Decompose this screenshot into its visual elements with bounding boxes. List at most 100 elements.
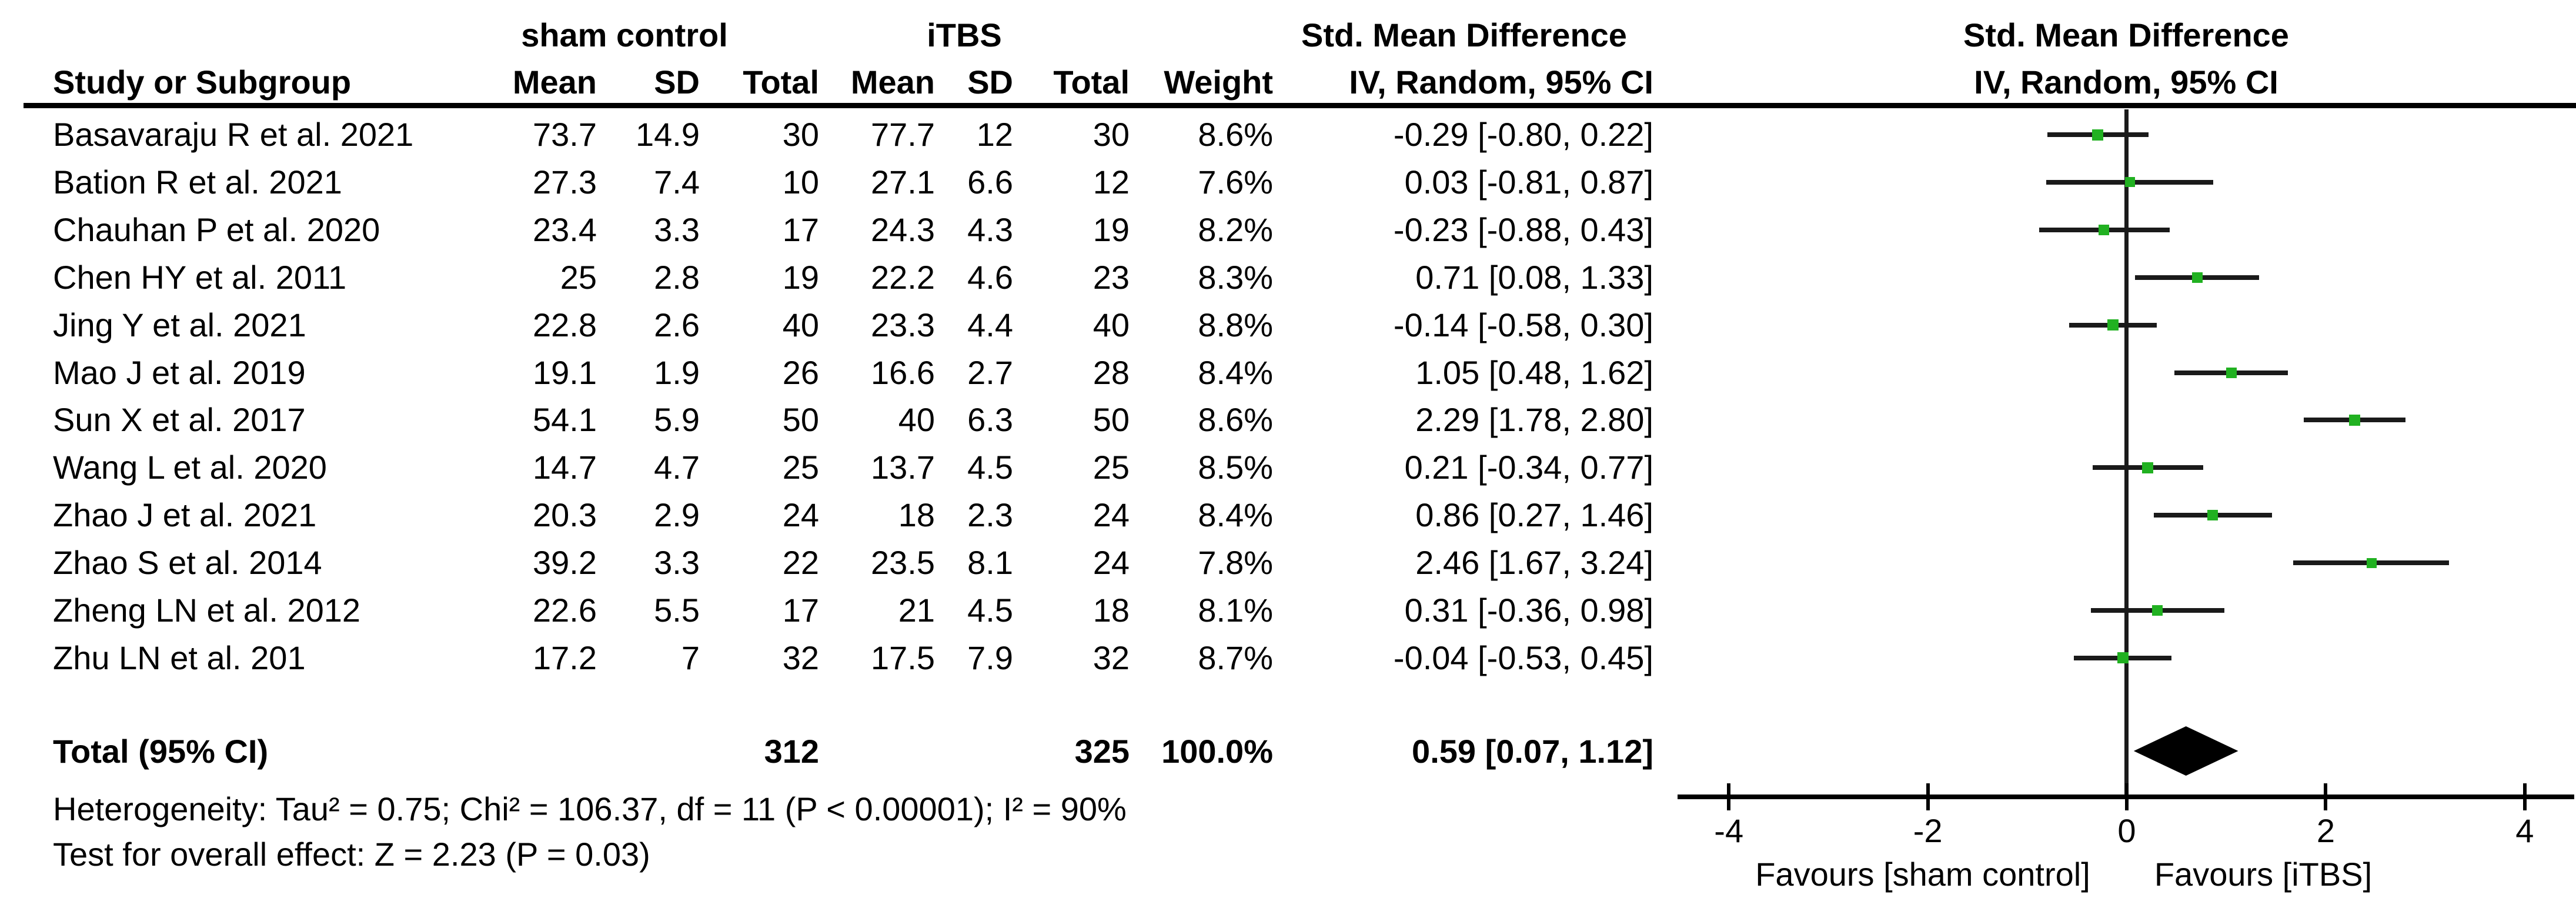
total-sham-value: 10 [782, 163, 819, 201]
total-itbs-value: 24 [1092, 544, 1130, 582]
total-weight: 100.0% [1161, 733, 1273, 770]
total-sham-n: 312 [764, 733, 819, 770]
axis-tick-label: -2 [1913, 812, 1943, 849]
study-label: Wang L et al. 2020 [53, 449, 327, 486]
sd-itbs-value: 12 [976, 116, 1013, 153]
study-label: Basavaraju R et al. 2021 [53, 116, 414, 153]
sd-sham-value: 7 [681, 639, 700, 676]
weight-value: 8.6% [1198, 401, 1273, 439]
total-itbs-value: 23 [1092, 258, 1130, 296]
effect-marker [2226, 367, 2237, 378]
ci-text-value: 0.03 [-0.81, 0.87] [1404, 163, 1653, 201]
sd-sham-value: 4.7 [654, 449, 700, 486]
mean-sham-value: 19.1 [533, 353, 597, 391]
sd-itbs-value: 8.1 [967, 544, 1013, 582]
total-sham-value: 19 [782, 258, 819, 296]
sd-sham-value: 5.9 [654, 401, 700, 439]
mean-itbs-value: 40 [898, 401, 935, 439]
total-itbs-value: 28 [1092, 353, 1130, 391]
weight-value: 8.7% [1198, 639, 1273, 676]
effect-marker [2124, 177, 2135, 188]
group-header-smd-table: Std. Mean Difference [1301, 16, 1627, 54]
total-ci-text: 0.59 [0.07, 1.12] [1412, 733, 1653, 770]
mean-itbs-value: 17.5 [871, 639, 935, 676]
total-row-label: Total (95% CI) [53, 733, 269, 770]
col-header-ci-plot: IV, Random, 95% CI [1974, 64, 2278, 101]
group-header-smd-plot: Std. Mean Difference [1963, 16, 2289, 54]
study-label: Zhao J et al. 2021 [53, 496, 317, 534]
mean-sham-value: 22.6 [533, 592, 597, 629]
mean-itbs-value: 16.6 [871, 353, 935, 391]
group-header-itbs: iTBS [927, 16, 1002, 54]
overall-effect-note: Test for overall effect: Z = 2.23 (P = 0… [53, 836, 650, 873]
mean-itbs-value: 23.3 [871, 306, 935, 343]
total-itbs-value: 32 [1092, 639, 1130, 676]
mean-sham-value: 14.7 [533, 449, 597, 486]
study-label: Chauhan P et al. 2020 [53, 211, 380, 248]
col-header-study: Study or Subgroup [53, 64, 352, 101]
total-itbs-value: 12 [1092, 163, 1130, 201]
mean-sham-value: 54.1 [533, 401, 597, 439]
col-header-mean-sham: Mean [512, 64, 597, 101]
sd-sham-value: 14.9 [636, 116, 700, 153]
heterogeneity-note: Heterogeneity: Tau² = 0.75; Chi² = 106.3… [53, 790, 1127, 827]
ci-text-value: 2.29 [1.78, 2.80] [1415, 401, 1653, 439]
total-itbs-value: 30 [1092, 116, 1130, 153]
axis-tick-label: -4 [1714, 812, 1744, 849]
sd-itbs-value: 4.4 [967, 306, 1013, 343]
mean-itbs-value: 24.3 [871, 211, 935, 248]
total-effect-diamond [2133, 726, 2238, 776]
study-label: Sun X et al. 2017 [53, 401, 306, 439]
col-header-total-itbs: Total [1053, 64, 1130, 101]
sd-itbs-value: 2.7 [967, 353, 1013, 391]
header-rule [24, 103, 2576, 108]
mean-sham-value: 17.2 [533, 639, 597, 676]
total-itbs-value: 40 [1092, 306, 1130, 343]
study-label: Jing Y et al. 2021 [53, 306, 306, 343]
study-label: Zhu LN et al. 201 [53, 639, 306, 676]
mean-sham-value: 73.7 [533, 116, 597, 153]
ci-text-value: 2.46 [1.67, 3.24] [1415, 544, 1653, 582]
mean-itbs-value: 22.2 [871, 258, 935, 296]
axis-tick [2522, 783, 2527, 810]
total-itbs-value: 24 [1092, 496, 1130, 534]
total-itbs-value: 18 [1092, 592, 1130, 629]
ci-text-value: -0.23 [-0.88, 0.43] [1393, 211, 1653, 248]
axis-tick [1727, 783, 1731, 810]
mean-sham-value: 39.2 [533, 544, 597, 582]
mean-sham-value: 25 [560, 258, 597, 296]
ci-text-value: 0.71 [0.08, 1.33] [1415, 258, 1653, 296]
col-header-total-sham: Total [743, 64, 819, 101]
sd-sham-value: 3.3 [654, 211, 700, 248]
mean-sham-value: 27.3 [533, 163, 597, 201]
effect-marker [2366, 558, 2377, 568]
mean-sham-value: 22.8 [533, 306, 597, 343]
effect-marker [2099, 224, 2110, 235]
mean-sham-value: 23.4 [533, 211, 597, 248]
mean-itbs-value: 13.7 [871, 449, 935, 486]
weight-value: 8.4% [1198, 496, 1273, 534]
sd-sham-value: 2.9 [654, 496, 700, 534]
axis-tick-label: 2 [2316, 812, 2335, 849]
col-header-mean-itbs: Mean [850, 64, 935, 101]
sd-itbs-value: 7.9 [967, 639, 1013, 676]
axis-tick [2125, 783, 2129, 810]
study-label: Chen HY et al. 2011 [53, 258, 347, 296]
mean-itbs-value: 21 [898, 592, 935, 629]
sd-sham-value: 2.6 [654, 306, 700, 343]
total-sham-value: 40 [782, 306, 819, 343]
axis-tick [1926, 783, 1930, 810]
col-header-weight: Weight [1164, 64, 1273, 101]
total-sham-value: 25 [782, 449, 819, 486]
sd-sham-value: 1.9 [654, 353, 700, 391]
study-label: Zheng LN et al. 2012 [53, 592, 361, 629]
effect-marker [2117, 652, 2129, 664]
total-itbs-n: 325 [1074, 733, 1130, 770]
total-itbs-value: 19 [1092, 211, 1130, 248]
sd-itbs-value: 2.3 [967, 496, 1013, 534]
ci-text-value: -0.04 [-0.53, 0.45] [1393, 639, 1653, 676]
sd-itbs-value: 4.5 [967, 449, 1013, 486]
col-header-sd-sham: SD [654, 64, 700, 101]
ci-text-value: 1.05 [0.48, 1.62] [1415, 353, 1653, 391]
